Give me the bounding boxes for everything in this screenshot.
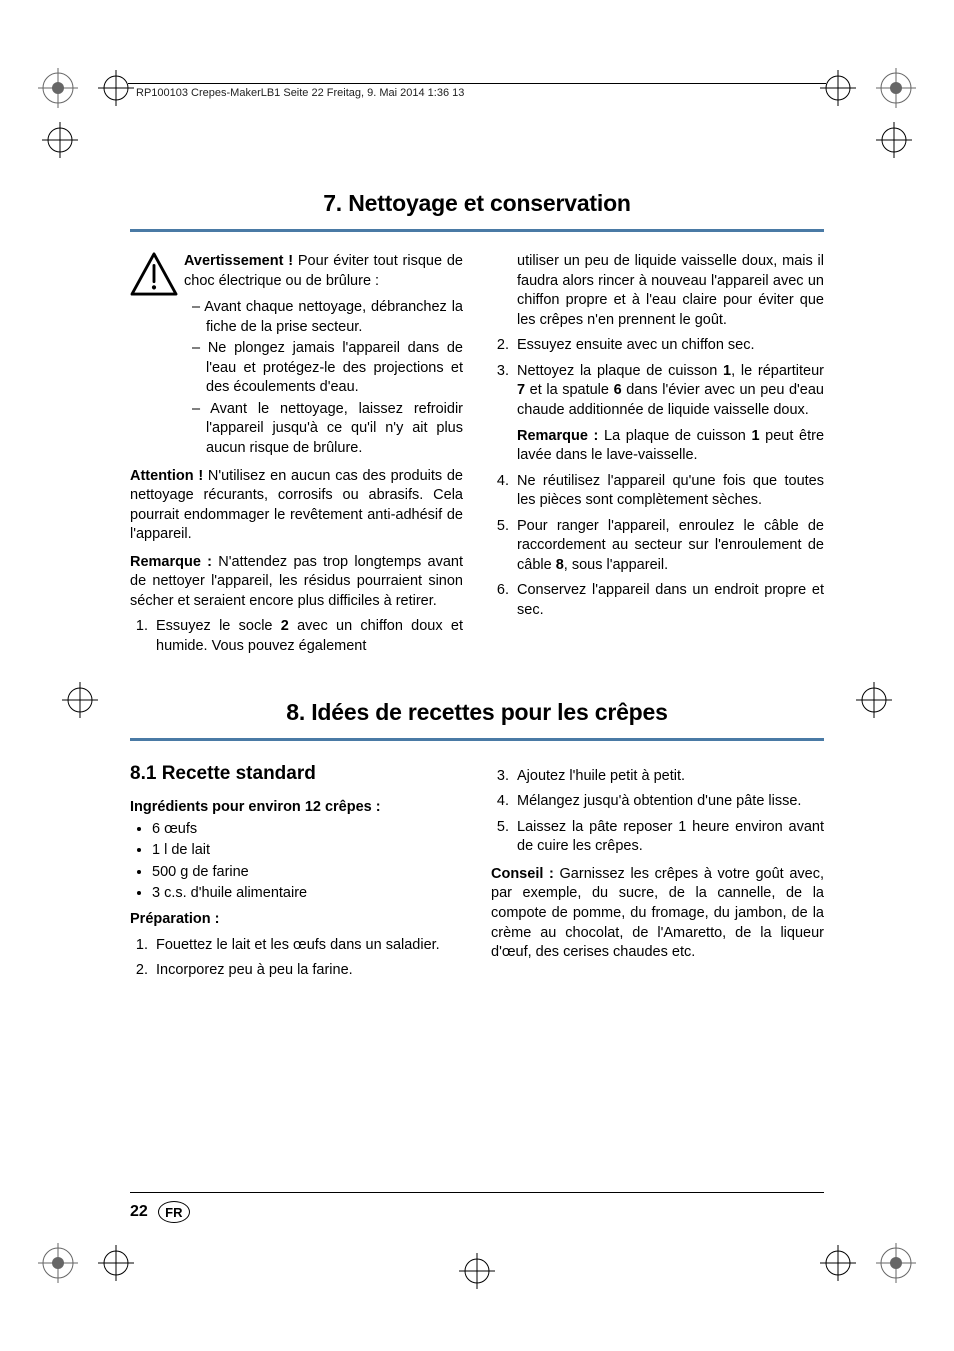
prep-step: Fouettez le lait et les œufs dans un sal… (152, 936, 463, 956)
prep-head: Préparation : (130, 910, 463, 930)
prep-step: Ajoutez l'huile petit à petit. (513, 767, 824, 787)
separator (130, 738, 824, 741)
print-mark-icon (38, 68, 78, 108)
section7-body: Avertissement ! Pour éviter tout risque … (130, 252, 824, 663)
warning-item: Avant chaque nettoyage, débranchez la fi… (192, 298, 463, 337)
print-mark-icon (96, 68, 136, 108)
print-mark-icon (457, 1251, 497, 1291)
step: Conservez l'appareil dans un endroit pro… (513, 581, 824, 620)
print-mark-icon (96, 1243, 136, 1283)
print-mark-icon (876, 68, 916, 108)
attention-para: Attention ! N'utilisez en aucun cas des … (130, 467, 463, 545)
page-number: 22 (130, 1203, 148, 1221)
print-mark-icon (38, 1243, 78, 1283)
step1-continuation: utiliser un peu de liquide vaisselle dou… (517, 252, 824, 330)
section8-body: 8.1 Recette standard Ingrédients pour en… (130, 761, 824, 987)
print-mark-icon (818, 68, 858, 108)
steps-right-2: Ne réutilisez l'appareil qu'une fois que… (491, 472, 824, 621)
ingredients-head: Ingrédients pour environ 12 crêpes : (130, 798, 463, 818)
print-mark-icon (818, 1243, 858, 1283)
warning-icon (130, 252, 178, 296)
separator (130, 229, 824, 232)
ingredient: 500 g de farine (152, 863, 463, 883)
step3-note: Remarque : La plaque de cuisson 1 peut ê… (517, 427, 824, 466)
warning-list: Avant chaque nettoyage, débranchez la fi… (130, 298, 463, 459)
print-mark-icon (60, 680, 100, 720)
prep-step: Mélangez jusqu'à obtention d'une pâte li… (513, 792, 824, 812)
warning-text: Avertissement ! Pour éviter tout risque … (184, 252, 463, 291)
recipe-subtitle: 8.1 Recette standard (130, 761, 463, 787)
remark-para: Remarque : N'attendez pas trop longtemps… (130, 553, 463, 612)
step: Nettoyez la plaque de cuisson 1, le répa… (513, 362, 824, 421)
prep-steps-left: Fouettez le lait et les œufs dans un sal… (130, 936, 463, 981)
prep-step: Laissez la pâte reposer 1 heure environ … (513, 818, 824, 857)
step: Ne réutilisez l'appareil qu'une fois que… (513, 472, 824, 511)
prep-step: Incorporez peu à peu la farine. (152, 961, 463, 981)
step: Pour ranger l'appareil, enroulez le câbl… (513, 517, 824, 576)
step: Essuyez ensuite avec un chiffon sec. (513, 336, 824, 356)
print-mark-icon (876, 1243, 916, 1283)
tip-para: Conseil : Garnissez les crêpes à votre g… (491, 865, 824, 963)
header-meta: RP100103 Crepes-MakerLB1 Seite 22 Freita… (136, 87, 464, 99)
prep-steps-right: Ajoutez l'huile petit à petit. Mélangez … (491, 767, 824, 857)
ingredient: 3 c.s. d'huile alimentaire (152, 884, 463, 904)
footer: 22 FR (130, 1192, 824, 1223)
steps-right: Essuyez ensuite avec un chiffon sec. Net… (491, 336, 824, 420)
steps-left: Essuyez le socle 2 avec un chiffon doux … (130, 617, 463, 656)
header-rule (128, 83, 826, 84)
ingredient: 6 œufs (152, 820, 463, 840)
section-title-7: 7. Nettoyage et conservation (130, 190, 824, 217)
warning-item: Avant le nettoyage, laissez refroidir l'… (192, 400, 463, 459)
ingredient: 1 l de lait (152, 841, 463, 861)
ingredients-list: 6 œufs 1 l de lait 500 g de farine 3 c.s… (130, 820, 463, 904)
section-title-8: 8. Idées de recettes pour les crêpes (130, 699, 824, 726)
warning-item: Ne plongez jamais l'appareil dans de l'e… (192, 339, 463, 398)
print-mark-icon (874, 120, 914, 160)
lang-badge: FR (158, 1201, 190, 1223)
print-mark-icon (40, 120, 80, 160)
step: Essuyez le socle 2 avec un chiffon doux … (152, 617, 463, 656)
print-mark-icon (854, 680, 894, 720)
